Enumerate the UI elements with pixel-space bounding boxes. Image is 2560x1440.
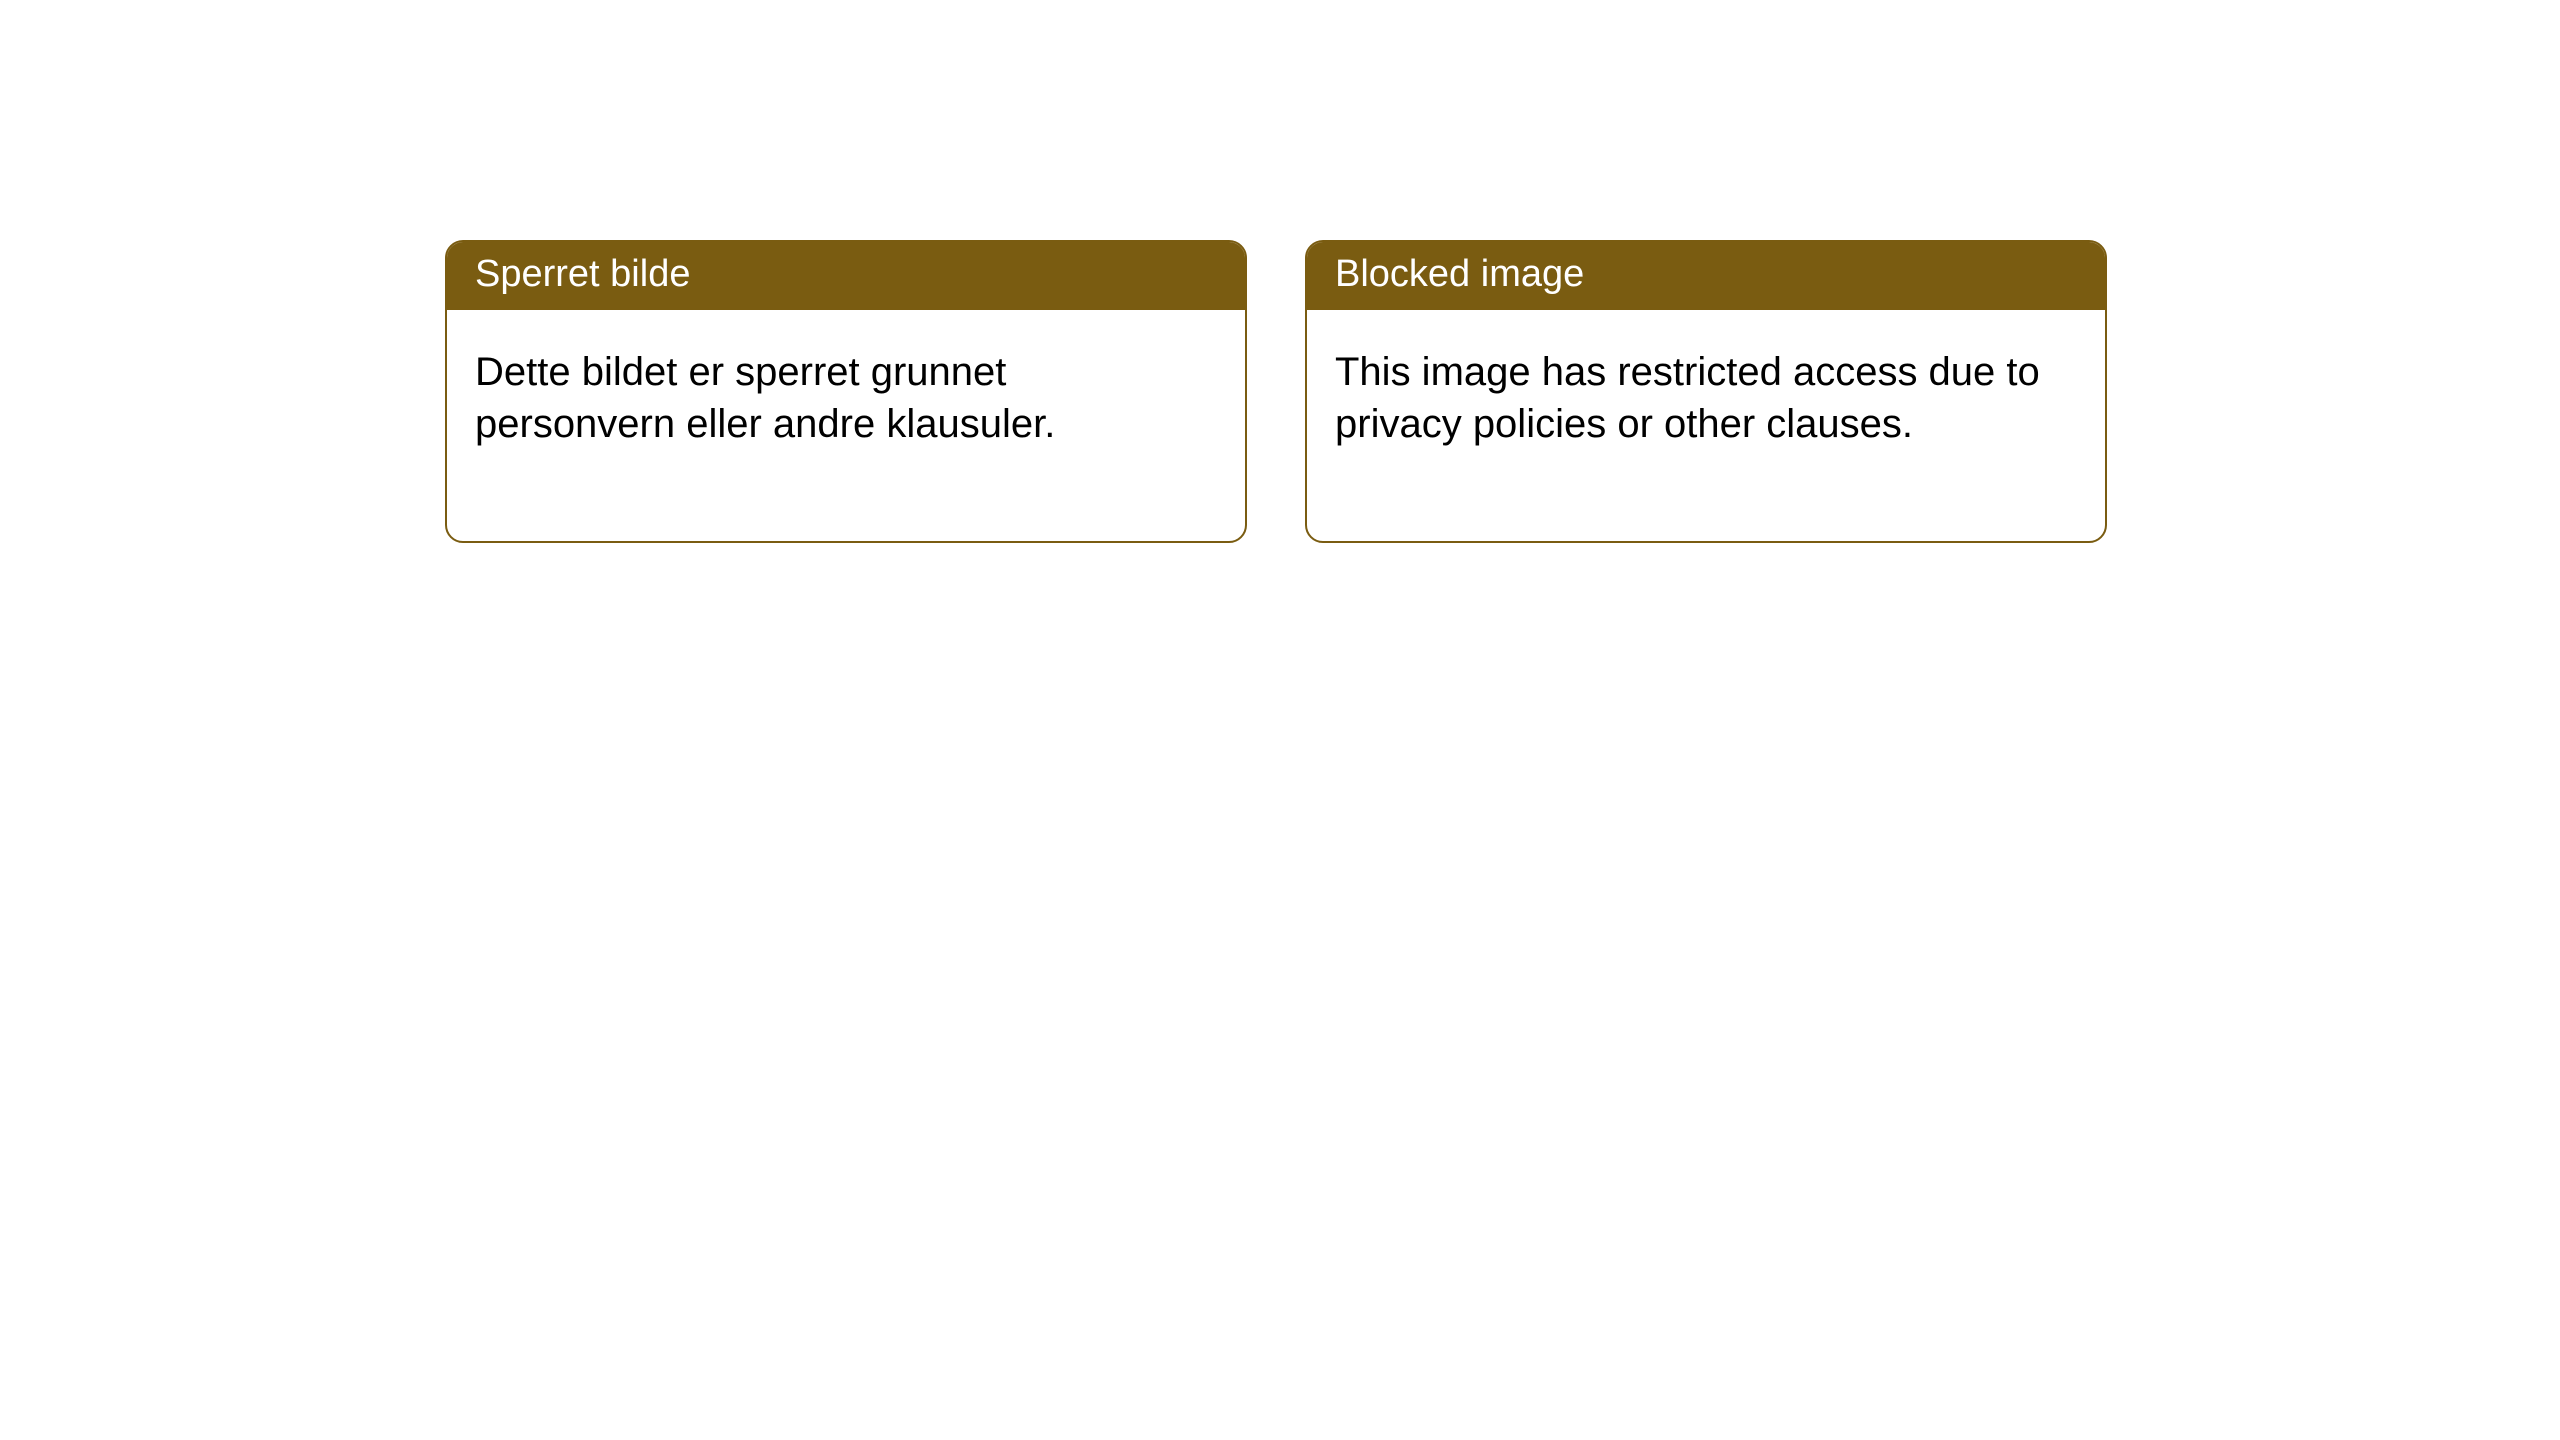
notice-header-english: Blocked image <box>1307 242 2105 310</box>
notice-card-english: Blocked image This image has restricted … <box>1305 240 2107 543</box>
notice-body-norwegian: Dette bildet er sperret grunnet personve… <box>447 310 1245 542</box>
notice-header-norwegian: Sperret bilde <box>447 242 1245 310</box>
notice-container: Sperret bilde Dette bildet er sperret gr… <box>0 0 2560 543</box>
notice-card-norwegian: Sperret bilde Dette bildet er sperret gr… <box>445 240 1247 543</box>
notice-body-english: This image has restricted access due to … <box>1307 310 2105 542</box>
